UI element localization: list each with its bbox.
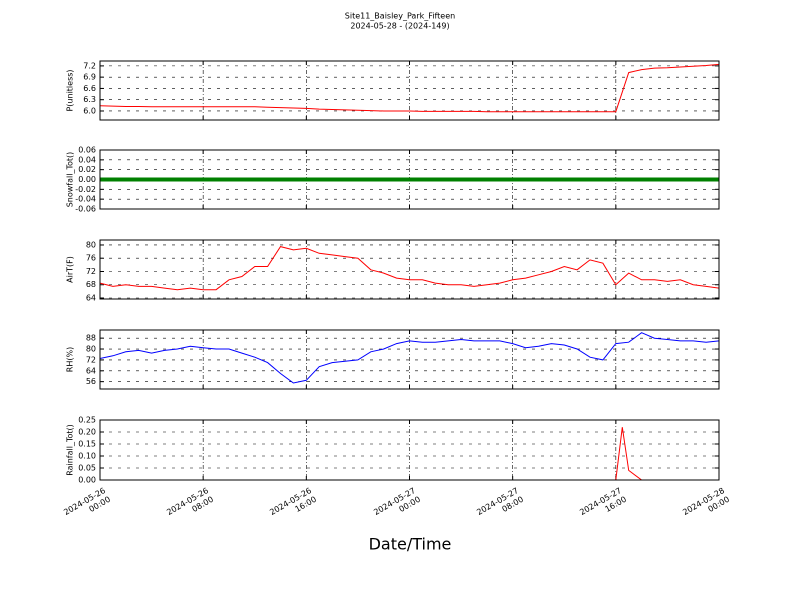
y-tick-label: 0.15 xyxy=(78,440,96,449)
chart-title: Site11_Baisley_Park_Fifteen xyxy=(345,12,455,21)
line-series xyxy=(99,332,720,384)
y-tick-label: 64 xyxy=(86,366,96,375)
y-tick-label: 72 xyxy=(86,267,96,276)
y-tick-label: 7.2 xyxy=(83,61,96,70)
y-tick-label: 0.10 xyxy=(78,452,96,461)
y-tick-label: 6.9 xyxy=(83,73,96,82)
y-tick-label: 68 xyxy=(86,280,96,289)
y-tick-label: 0.06 xyxy=(78,146,96,155)
y-tick-label: 0.20 xyxy=(78,428,96,437)
y-tick-label: 80 xyxy=(86,345,96,354)
y-tick-label: 0.05 xyxy=(78,464,96,473)
chart-subtitle: 2024-05-28 - (2024-149) xyxy=(350,22,449,31)
y-tick-label: 0.00 xyxy=(78,175,96,184)
plot-frame xyxy=(99,239,720,300)
plot-frame xyxy=(99,329,720,390)
y-axis-label: P(unitless) xyxy=(66,69,75,111)
x-axis-label: Date/Time xyxy=(369,535,452,554)
y-axis-label: RH(%) xyxy=(66,347,75,372)
y-tick-label: -0.04 xyxy=(75,195,96,204)
y-tick-label: -0.02 xyxy=(75,185,96,194)
y-tick-label: 88 xyxy=(86,334,96,343)
y-tick-label: -0.06 xyxy=(75,205,96,214)
y-tick-label: 0.00 xyxy=(78,476,96,485)
plot-frame xyxy=(99,419,720,481)
plot-frame xyxy=(99,60,720,121)
line-series xyxy=(99,246,720,291)
y-tick-label: 6.6 xyxy=(83,84,96,93)
line-series xyxy=(99,63,720,113)
y-axis-label: AirT(F) xyxy=(66,256,75,283)
y-tick-label: 0.04 xyxy=(78,155,96,164)
y-tick-label: 80 xyxy=(86,240,96,249)
y-tick-label: 72 xyxy=(86,355,96,364)
y-tick-label: 0.25 xyxy=(78,416,96,425)
y-tick-label: 64 xyxy=(86,294,96,303)
y-tick-label: 0.02 xyxy=(78,165,96,174)
plot-frame xyxy=(99,149,720,210)
y-axis-label: Snowfall_Tot() xyxy=(66,152,75,208)
y-tick-label: 56 xyxy=(86,377,96,386)
y-tick-label: 6.0 xyxy=(83,106,96,115)
y-tick-label: 76 xyxy=(86,254,96,263)
y-axis-label: Rainfall_Tot() xyxy=(66,424,75,476)
y-tick-label: 6.3 xyxy=(83,95,96,104)
